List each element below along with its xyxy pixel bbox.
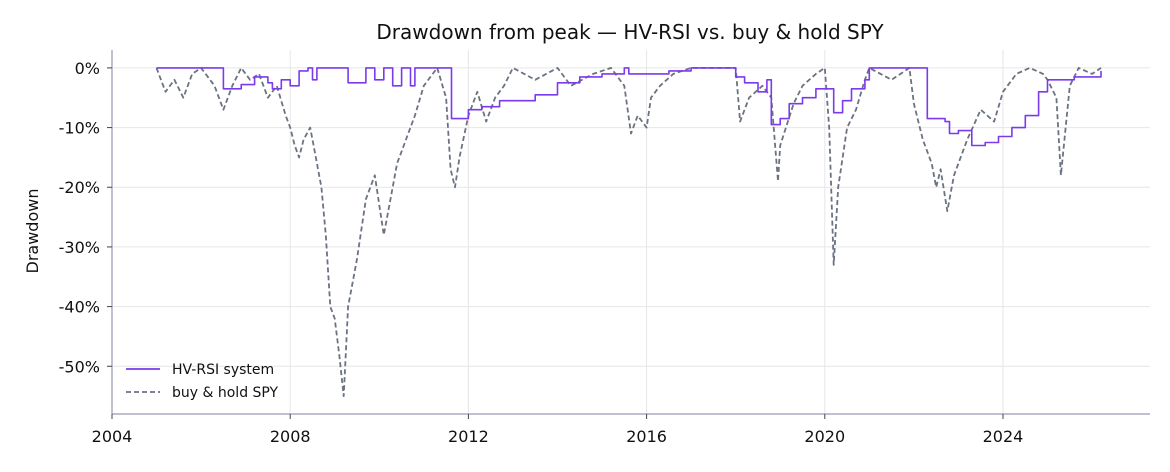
- y-tick-label: -40%: [59, 298, 100, 317]
- x-tick-label: 2004: [92, 427, 133, 446]
- x-tick-label: 2020: [804, 427, 845, 446]
- y-axis-label: Drawdown: [23, 189, 42, 274]
- x-tick-label: 2016: [626, 427, 667, 446]
- legend-label-hv-rsi-system: HV-RSI system: [172, 362, 274, 378]
- y-tick-label: -10%: [59, 119, 100, 138]
- legend: HV-RSI system buy & hold SPY: [126, 362, 279, 401]
- x-tick-label: 2024: [983, 427, 1024, 446]
- series-line-buy-hold-spy: [155, 67, 1102, 397]
- series-layer: [155, 67, 1102, 397]
- y-tick-label: -30%: [59, 238, 100, 257]
- y-tick-label: -50%: [59, 357, 100, 376]
- grid: [111, 50, 1150, 414]
- ticks: 2004 2008 2012 2016 2020 2024 0% -10% -20% -30% -4…: [59, 59, 1024, 446]
- x-tick-label: 2008: [270, 427, 311, 446]
- chart-title: Drawdown from peak — HV-RSI vs. buy & ho…: [376, 20, 884, 44]
- x-tick-label: 2012: [448, 427, 489, 446]
- series-line-hv-rsi-system: [156, 67, 1102, 147]
- axes: [111, 50, 1150, 415]
- y-tick-label: -20%: [59, 178, 100, 197]
- legend-label-buy-hold-spy: buy & hold SPY: [172, 385, 279, 401]
- y-tick-label: 0%: [75, 59, 100, 78]
